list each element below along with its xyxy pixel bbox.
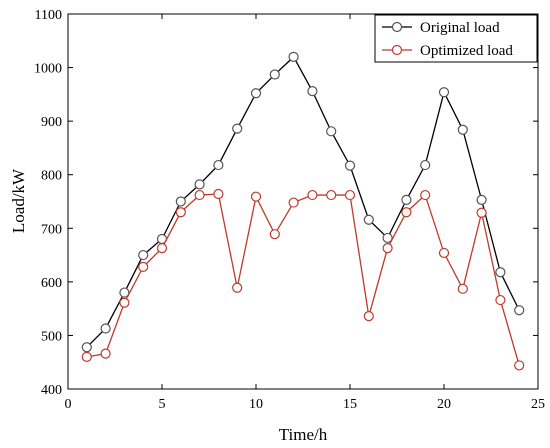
data-point: [307, 189, 318, 201]
x-tick-label: 25: [531, 397, 545, 412]
plot-frame: [67, 13, 539, 390]
y-tick-label: 600: [41, 276, 62, 291]
data-point: [100, 323, 111, 334]
data-point: [495, 294, 506, 306]
data-point: [514, 305, 525, 316]
y-tick-label: 500: [41, 329, 62, 344]
legend-marker-optimized: [391, 44, 403, 56]
data-point: [119, 287, 130, 298]
data-point: [401, 207, 412, 218]
data-point: [344, 189, 356, 201]
data-point: [100, 348, 111, 359]
series-original-load: [81, 51, 525, 353]
y-axis-title: Load/kW: [9, 168, 28, 233]
y-tick-label: 1000: [34, 62, 62, 77]
data-point: [138, 261, 149, 272]
data-point: [175, 196, 186, 207]
data-point: [495, 267, 506, 278]
x-tick-label: 15: [343, 397, 357, 412]
legend-label-original: Original load: [420, 20, 500, 36]
series-optimized-load: [81, 188, 525, 371]
data-point: [476, 207, 487, 218]
series-line: [86, 55, 520, 348]
y-tick-label: 900: [41, 115, 62, 130]
data-point: [156, 243, 168, 254]
legend: Original load Optimized load: [374, 14, 538, 63]
data-point: [344, 160, 356, 171]
x-tick-label: 5: [159, 397, 166, 412]
series-line: [86, 193, 520, 366]
data-point: [420, 189, 431, 201]
y-tick-label: 700: [41, 222, 62, 237]
data-point: [269, 69, 280, 80]
data-point: [420, 159, 431, 171]
data-point: [457, 124, 468, 135]
data-point: [438, 247, 450, 259]
data-point: [363, 311, 374, 322]
data-point: [213, 188, 224, 200]
legend-box: [374, 14, 538, 63]
data-point: [138, 249, 149, 261]
data-point: [401, 194, 412, 205]
data-point: [175, 207, 186, 218]
data-point: [514, 360, 525, 371]
data-point: [326, 126, 337, 137]
data-point: [476, 194, 487, 205]
data-point: [382, 232, 393, 244]
y-tick-label: 1100: [35, 8, 62, 23]
x-tick-label: 10: [249, 397, 263, 412]
data-point: [382, 243, 393, 254]
y-axis: 400 500 600 700 800 900 1000 1100: [34, 8, 538, 398]
x-axis-title: Time/h: [279, 425, 328, 444]
data-point: [307, 86, 318, 97]
data-point: [288, 197, 299, 208]
y-tick-label: 400: [41, 383, 62, 398]
data-point: [232, 282, 243, 293]
data-point: [213, 159, 224, 171]
data-point: [81, 342, 92, 353]
data-point: [250, 191, 262, 202]
legend-label-optimized: Optimized load: [420, 43, 513, 59]
data-point: [438, 87, 450, 98]
data-point: [194, 189, 205, 201]
data-point: [232, 123, 243, 134]
x-tick-label: 20: [437, 397, 451, 412]
data-point: [81, 351, 92, 362]
data-point: [363, 214, 374, 225]
data-point: [457, 283, 468, 294]
series-layer: [81, 51, 525, 371]
x-axis: 0 5 10 15 20 25: [65, 14, 545, 412]
data-point: [326, 189, 337, 201]
x-tick-label: 0: [65, 397, 72, 412]
legend-marker-original: [391, 21, 403, 33]
data-point: [250, 88, 262, 99]
y-tick-label: 800: [41, 169, 62, 184]
data-point: [288, 51, 299, 62]
data-point: [119, 297, 130, 308]
data-point: [269, 229, 280, 240]
data-point: [194, 179, 205, 190]
